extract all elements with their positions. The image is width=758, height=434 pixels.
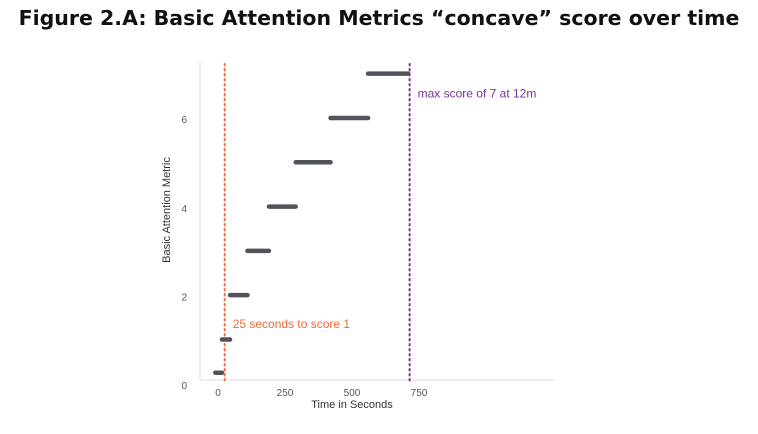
x-tick-label: 250 bbox=[277, 388, 294, 399]
y-tick-label: 2 bbox=[181, 292, 187, 303]
x-tick-label: 750 bbox=[411, 388, 428, 399]
axis-ticks: 0 250 500 750 0 2 4 6 bbox=[181, 115, 427, 399]
x-tick-label: 0 bbox=[215, 388, 221, 399]
x-axis-label: Time in Seconds bbox=[311, 399, 393, 411]
annotation-lines bbox=[223, 63, 411, 385]
data-segments bbox=[213, 71, 411, 375]
annotation-labels: 25 seconds to score 1 max score of 7 at 1… bbox=[233, 87, 537, 331]
y-axis-label: Basic Attention Metric bbox=[161, 157, 173, 263]
y-tick-label: 6 bbox=[181, 115, 187, 126]
figure-title: Figure 2.A: Basic Attention Metrics “con… bbox=[18, 6, 740, 30]
x-tick-label: 500 bbox=[344, 388, 361, 399]
y-tick-label: 4 bbox=[181, 204, 187, 215]
y-tick-label: 0 bbox=[181, 381, 187, 392]
max-score-annotation: max score of 7 at 12m bbox=[418, 87, 537, 101]
score-1-annotation: 25 seconds to score 1 bbox=[233, 317, 351, 331]
